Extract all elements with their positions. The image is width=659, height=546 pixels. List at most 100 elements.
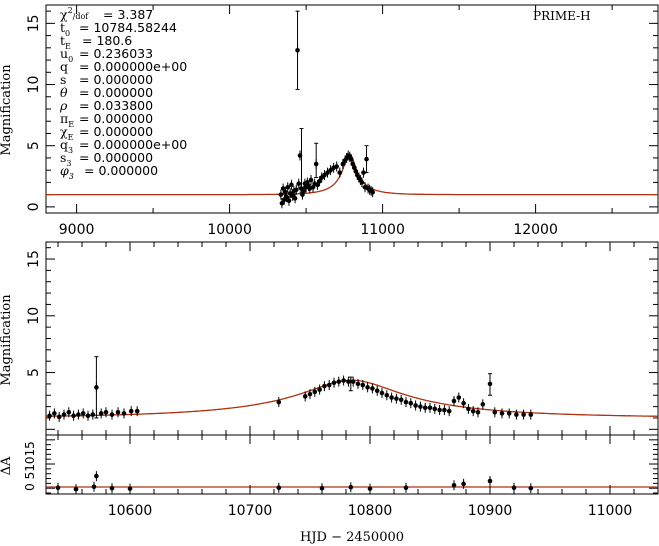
- param-theta-label: θ: [60, 85, 68, 100]
- top-point: [295, 47, 300, 53]
- mid-point: [379, 390, 385, 396]
- param-s3-label: s3: [60, 150, 72, 168]
- top-point: [308, 177, 314, 183]
- mid-point: [341, 378, 346, 383]
- mid-point: [355, 381, 361, 387]
- top-point: [301, 188, 306, 194]
- mid-point: [389, 395, 394, 400]
- mid-point: [394, 396, 399, 401]
- param-chi2-value: = 3.387: [103, 7, 153, 22]
- res-xtick-label: 10600: [108, 503, 153, 519]
- param-chiE-value: = 0.000000: [79, 124, 153, 139]
- top-point: [289, 182, 294, 188]
- residual-panel-frame: [45, 434, 659, 495]
- mid-point: [80, 411, 86, 416]
- mid-point: [115, 409, 121, 415]
- top-point: [279, 200, 285, 206]
- prime-h-label: PRIME-H: [533, 9, 591, 23]
- mid-point: [466, 406, 471, 412]
- res-point: [276, 485, 282, 491]
- mid-point: [76, 412, 81, 417]
- residual-data-points: [55, 471, 534, 495]
- mid-point: [360, 382, 366, 388]
- top-point: [315, 182, 320, 188]
- param-theta-value: = 0.000000: [79, 85, 153, 100]
- top-ytick-label: 10: [26, 76, 42, 94]
- res-xtick-label: 10900: [468, 503, 513, 519]
- top-ytick-label: 0: [26, 202, 42, 211]
- mid-point: [506, 411, 512, 416]
- param-rho-label: ρ: [59, 98, 68, 113]
- res-point: [451, 482, 457, 488]
- top-data-points: [278, 10, 375, 209]
- param-piE-value: = 0.000000: [79, 111, 153, 126]
- mid-point: [302, 394, 308, 399]
- mid-point: [71, 413, 76, 419]
- res-point: [55, 485, 61, 491]
- residual-panel: 10600 10700 10800 10900 11000 ΔA 0 51015 HJD…: [0, 434, 659, 545]
- param-t0-value: = 10784.58244: [79, 20, 177, 35]
- mid-point: [470, 408, 476, 414]
- middle-panel-ticks: 5 10 15: [26, 242, 659, 435]
- mid-point: [109, 412, 115, 417]
- top-point: [322, 172, 327, 178]
- mid-point: [350, 379, 356, 384]
- param-phi3-value: = 0.000000: [84, 163, 158, 178]
- mid-point: [121, 411, 127, 416]
- residual-panel-ticks: 10600 10700 10800 10900 11000: [46, 434, 659, 519]
- res-point: [461, 481, 466, 487]
- mid-point: [276, 399, 282, 405]
- top-point: [334, 164, 340, 169]
- mid-point: [47, 413, 52, 419]
- mid-point: [499, 411, 505, 416]
- mid-point: [128, 408, 134, 414]
- res-point: [109, 485, 115, 491]
- residual-ytick-labels: 0 51015: [23, 441, 37, 491]
- mid-point: [326, 382, 332, 388]
- mid-point: [492, 409, 498, 415]
- res-point: [367, 486, 373, 491]
- mid-point: [403, 399, 409, 405]
- mid-ytick-label: 5: [26, 368, 42, 377]
- top-point: [297, 153, 303, 158]
- mid-point: [446, 408, 452, 414]
- param-u0-value: = 0.236033: [79, 46, 153, 61]
- residual-ylabel: ΔA: [0, 456, 14, 475]
- res-point: [403, 485, 409, 491]
- top-point: [325, 170, 330, 175]
- top-point: [292, 196, 298, 201]
- mid-point: [384, 392, 390, 398]
- mid-point: [451, 398, 457, 404]
- mid-point: [336, 379, 342, 384]
- param-q3-value: = 0.000000e+00: [79, 137, 187, 152]
- top-point: [361, 170, 366, 175]
- middle-panel-frame: [45, 241, 659, 436]
- fit-parameters: χ2/dof = 3.387 t0 = 10784.58244 tE = 180…: [59, 6, 187, 181]
- top-xtick-label: 12000: [513, 222, 558, 238]
- res-point: [528, 485, 534, 491]
- top-point: [328, 167, 333, 173]
- mid-point: [374, 388, 380, 394]
- mid-point: [480, 402, 486, 407]
- top-point: [278, 192, 284, 197]
- param-s-value: = 0.000000: [79, 72, 153, 87]
- mid-point: [85, 413, 91, 419]
- mid-point: [427, 405, 433, 411]
- res-xtick-label: 10800: [348, 503, 393, 519]
- mid-point: [437, 407, 442, 413]
- res-xtick-label: 10700: [228, 503, 273, 519]
- top-point: [359, 180, 365, 185]
- mid-point: [442, 407, 447, 413]
- mid-point: [134, 408, 140, 414]
- param-q-label: q: [60, 59, 68, 74]
- mid-point: [94, 385, 99, 390]
- top-ytick-label: 5: [26, 141, 42, 150]
- mid-point: [61, 412, 67, 417]
- mid-point: [528, 412, 534, 417]
- top-xtick-label: 11000: [360, 222, 405, 238]
- top-ylabel: Magnification: [0, 64, 14, 156]
- top-xtick-label: 10000: [207, 222, 252, 238]
- mid-point: [432, 406, 438, 412]
